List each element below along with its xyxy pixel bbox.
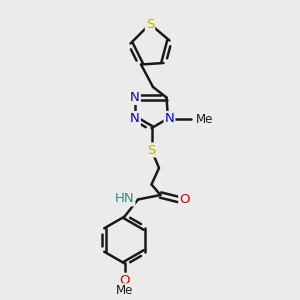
Text: O: O (119, 274, 130, 287)
Text: HN: HN (115, 192, 134, 206)
Text: S: S (146, 17, 154, 31)
Text: N: N (165, 112, 174, 125)
Text: S: S (147, 143, 156, 157)
Text: Me: Me (116, 284, 133, 297)
Text: N: N (130, 91, 140, 104)
Text: O: O (179, 193, 190, 206)
Text: Me: Me (196, 113, 213, 126)
Text: N: N (130, 112, 140, 125)
